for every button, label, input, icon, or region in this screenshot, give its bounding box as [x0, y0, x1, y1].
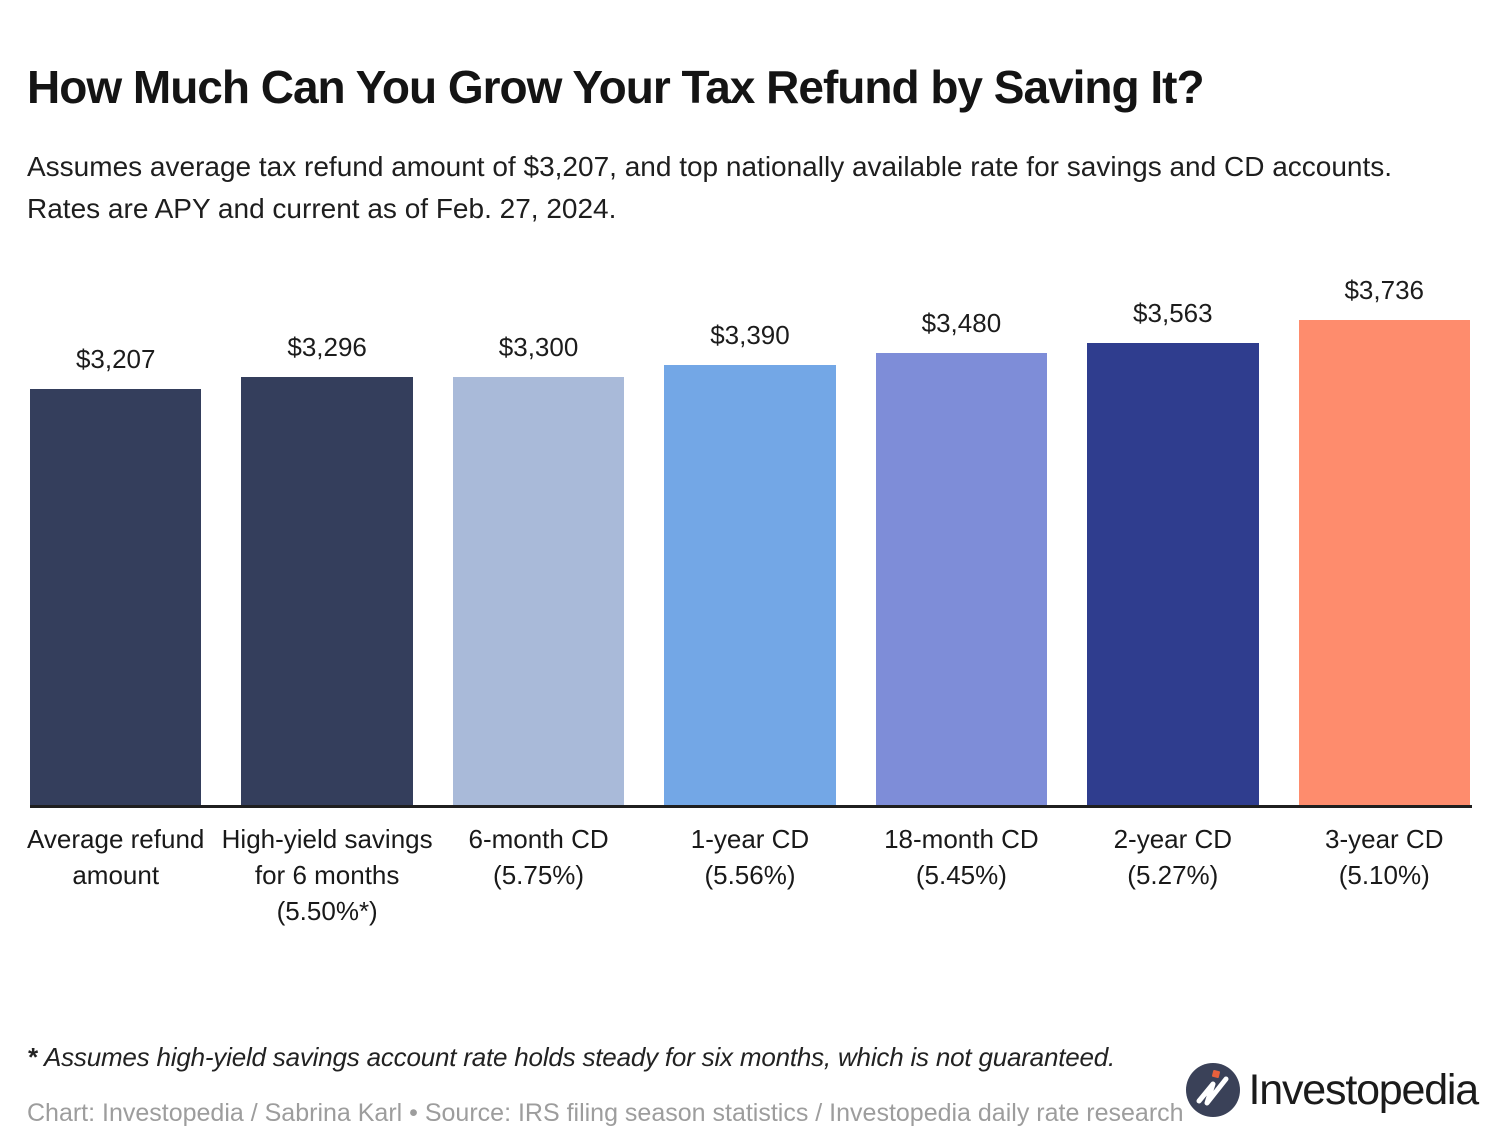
category-label: High-yield savings for 6 months (5.50%*)	[222, 822, 433, 930]
chart-bar	[664, 365, 836, 807]
category-name: High-yield savings for 6 months	[221, 824, 433, 890]
category-label: 3-year CD (5.10%)	[1299, 822, 1470, 930]
footnote: * Assumes high-yield savings account rat…	[27, 1042, 1327, 1073]
bar-value-label: $3,207	[75, 344, 156, 374]
bar-value-label: $3,296	[287, 332, 367, 362]
category-name: 3-year CD	[1325, 824, 1444, 854]
category-rate: (5.50%*)	[276, 895, 378, 926]
x-axis-line	[30, 805, 1472, 808]
bar-chart: $3,207 $3,296 $3,300 $3,390 $3,480 $3,56…	[30, 250, 1470, 807]
bar-value-label: $3,300	[498, 332, 579, 362]
category-name: 2-year CD	[1113, 824, 1233, 854]
bar-column: $3,736	[1298, 275, 1470, 807]
bar-value-label: $3,480	[921, 308, 1002, 338]
investopedia-wordmark: Investopedia	[1248, 1065, 1480, 1114]
bar-column: $3,300	[452, 332, 625, 807]
chart-bar	[1087, 343, 1259, 807]
bar-column: $3,563	[1087, 298, 1259, 807]
footnote-text: Assumes high-yield savings account rate …	[43, 1042, 1116, 1072]
category-label: 6-month CD (5.75%)	[453, 822, 624, 930]
investopedia-logo: Investopedia	[1185, 1063, 1480, 1117]
investopedia-logo-icon	[1185, 1063, 1240, 1117]
category-rate: (5.56%)	[704, 859, 796, 890]
category-rate: (5.27%)	[1127, 859, 1219, 890]
category-label: Average refund amount	[27, 822, 205, 930]
chart-bar	[452, 377, 625, 807]
category-name: 1-year CD	[690, 824, 810, 854]
bar-value-label: $3,736	[1344, 275, 1424, 305]
chart-bar	[241, 377, 413, 807]
chart-bar	[1298, 320, 1470, 807]
chart-title: How Much Can You Grow Your Tax Refund by…	[27, 60, 1205, 113]
category-rate: (5.75%)	[493, 859, 585, 890]
bar-value-label: $3,390	[710, 320, 790, 350]
bar-column: $3,207	[30, 344, 202, 807]
bar-column: $3,480	[875, 308, 1048, 807]
category-name: Average refund amount	[27, 824, 205, 890]
bar-column: $3,296	[241, 332, 413, 807]
category-rate: (5.45%)	[915, 859, 1007, 890]
chart-subtitle: Assumes average tax refund amount of $3,…	[27, 151, 1393, 224]
category-rate: (5.10%)	[1338, 859, 1430, 890]
credit-source-line: Chart: Investopedia / Sabrina Karl • Sou…	[27, 1099, 1184, 1127]
category-label: 1-year CD (5.56%)	[664, 822, 835, 930]
category-name: 6-month CD	[468, 824, 609, 854]
bar-value-label: $3,563	[1133, 298, 1213, 328]
category-name: 18-month CD	[884, 824, 1039, 854]
category-label: 18-month CD (5.45%)	[876, 822, 1047, 930]
footnote-marker: *	[27, 1042, 44, 1072]
x-axis-labels: Average refund amount High-yield savings…	[27, 822, 1470, 930]
category-label: 2-year CD (5.27%)	[1087, 822, 1258, 930]
bar-column: $3,390	[664, 320, 836, 807]
chart-bar	[875, 353, 1048, 807]
chart-bar	[30, 389, 202, 807]
